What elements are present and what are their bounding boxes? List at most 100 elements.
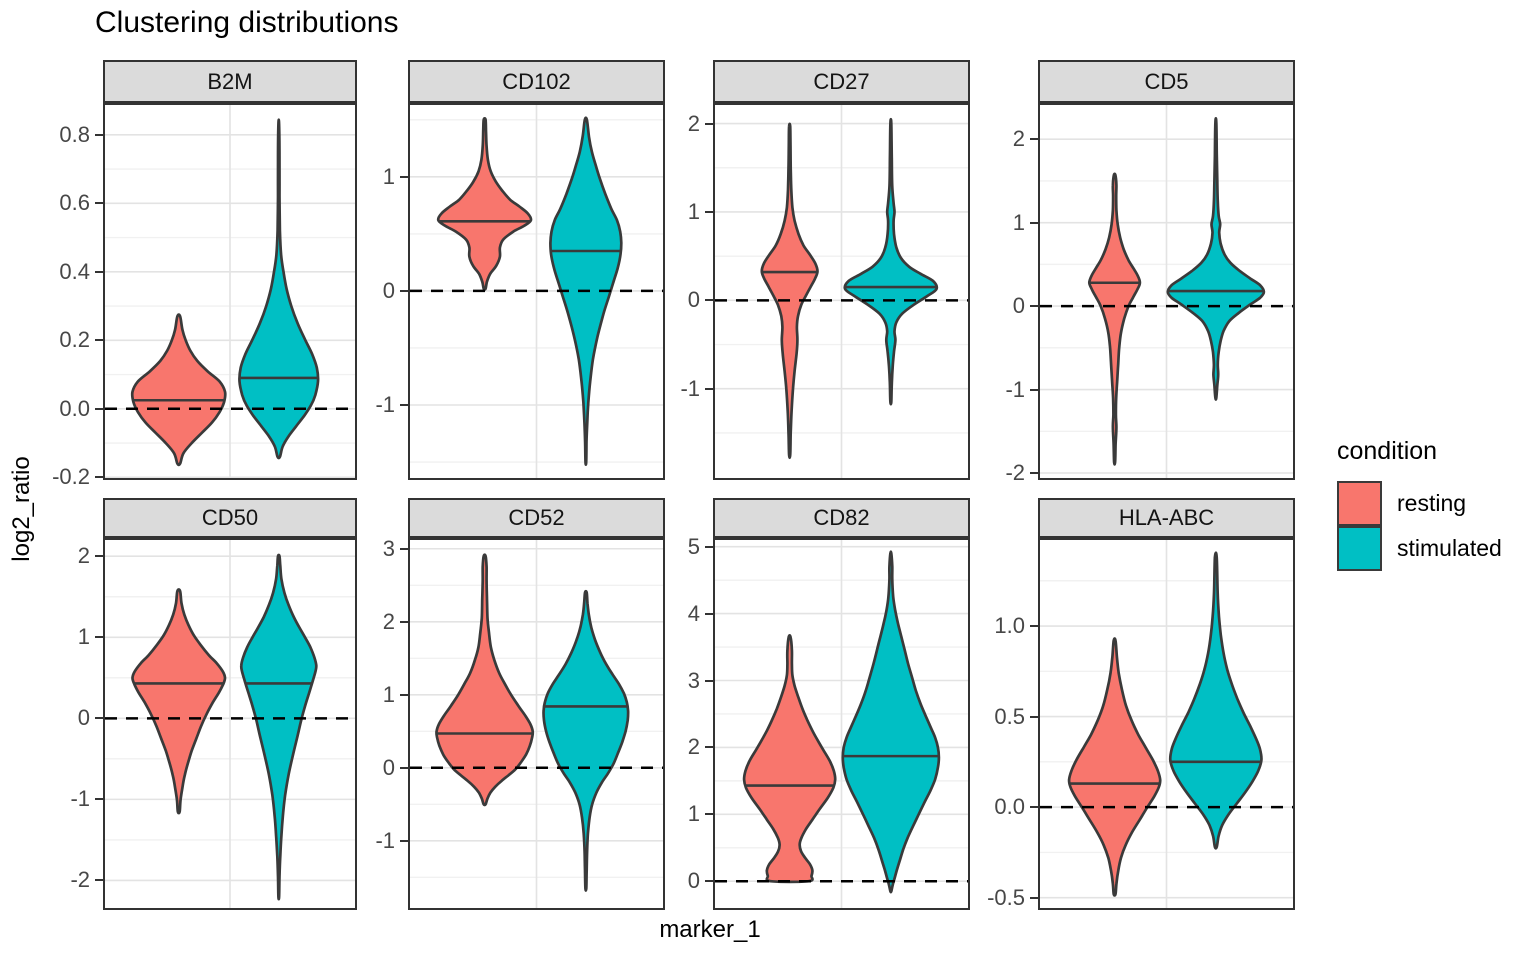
y-tick-mark bbox=[95, 133, 103, 136]
y-tick-mark bbox=[705, 122, 713, 125]
facet-plot bbox=[715, 540, 968, 908]
y-tick-label: 0 bbox=[687, 868, 700, 894]
y-tick-label: -2 bbox=[70, 867, 90, 893]
y-tick-label: 2 bbox=[687, 734, 700, 760]
y-tick-label: 4 bbox=[687, 600, 700, 626]
y-tick-label: 1 bbox=[382, 163, 395, 189]
violin-resting bbox=[130, 313, 227, 467]
y-tick-mark bbox=[1030, 806, 1038, 809]
y-tick-label: 0.4 bbox=[59, 258, 90, 284]
legend-key-stimulated bbox=[1337, 526, 1382, 571]
y-tick-mark bbox=[400, 403, 408, 406]
violin-resting bbox=[760, 122, 819, 460]
y-tick-mark bbox=[705, 545, 713, 548]
y-tick-label: 1 bbox=[687, 801, 700, 827]
y-tick-label: 0.6 bbox=[59, 190, 90, 216]
y-tick-label: 3 bbox=[382, 535, 395, 561]
violin-resting bbox=[131, 588, 227, 815]
y-tick-mark bbox=[1030, 896, 1038, 899]
y-tick-mark bbox=[95, 202, 103, 205]
y-tick-mark bbox=[400, 766, 408, 769]
violin-stimulated bbox=[238, 118, 320, 460]
y-tick-mark bbox=[705, 387, 713, 390]
y-tick-mark bbox=[705, 746, 713, 749]
y-tick-label: 3 bbox=[687, 667, 700, 693]
y-tick-mark bbox=[95, 476, 103, 479]
y-tick-label: -1 bbox=[70, 786, 90, 812]
violin-resting bbox=[1067, 637, 1162, 897]
facet-panel bbox=[103, 103, 357, 480]
legend-title: condition bbox=[1337, 437, 1438, 465]
y-tick-mark bbox=[705, 210, 713, 213]
y-tick-label: 0 bbox=[687, 287, 700, 313]
y-tick-label: -1 bbox=[680, 375, 700, 401]
facet-strip: CD102 bbox=[408, 60, 665, 103]
y-tick-mark bbox=[400, 839, 408, 842]
facet-plot bbox=[1040, 105, 1293, 478]
y-tick-mark bbox=[400, 289, 408, 292]
y-tick-mark bbox=[1030, 715, 1038, 718]
legend-items: resting stimulated bbox=[1337, 481, 1502, 571]
y-tick-mark bbox=[95, 407, 103, 410]
y-tick-label: 0.0 bbox=[994, 794, 1025, 820]
facet-strip: CD50 bbox=[103, 498, 357, 538]
legend-item-resting: resting bbox=[1337, 481, 1502, 526]
y-tick-mark bbox=[705, 299, 713, 302]
violin-resting bbox=[1087, 172, 1142, 466]
y-tick-mark bbox=[95, 798, 103, 801]
facet-strip: CD82 bbox=[713, 498, 970, 538]
y-tick-mark bbox=[400, 175, 408, 178]
violin-stimulated bbox=[1168, 551, 1263, 850]
y-tick-label: 2 bbox=[687, 110, 700, 136]
y-tick-mark bbox=[705, 612, 713, 615]
y-tick-mark bbox=[400, 547, 408, 550]
y-tick-mark bbox=[705, 679, 713, 682]
y-tick-label: -0.5 bbox=[987, 884, 1025, 910]
y-tick-label: 1.0 bbox=[994, 613, 1025, 639]
legend-label: stimulated bbox=[1397, 535, 1502, 561]
y-axis-label: log2_ratio bbox=[8, 456, 35, 562]
violin-resting bbox=[435, 553, 535, 807]
y-tick-mark bbox=[400, 693, 408, 696]
y-tick-mark bbox=[95, 636, 103, 639]
facet-panel bbox=[103, 538, 357, 910]
y-tick-label: 2 bbox=[1012, 126, 1025, 152]
y-tick-label: 1 bbox=[382, 681, 395, 707]
legend-label: resting bbox=[1397, 490, 1467, 516]
facet-panel bbox=[713, 538, 970, 910]
y-tick-label: 1 bbox=[1012, 209, 1025, 235]
y-tick-label: 5 bbox=[687, 533, 700, 559]
facet-panel bbox=[1038, 103, 1295, 480]
violin-stimulated bbox=[841, 550, 941, 894]
y-tick-label: -2 bbox=[1005, 459, 1025, 485]
y-tick-label: 0.0 bbox=[59, 395, 90, 421]
legend-item-stimulated: stimulated bbox=[1337, 526, 1502, 571]
facet-strip: CD5 bbox=[1038, 60, 1295, 103]
y-tick-label: 0.5 bbox=[994, 703, 1025, 729]
y-tick-label: 2 bbox=[382, 608, 395, 634]
facet-strip: CD52 bbox=[408, 498, 665, 538]
facet-panel bbox=[408, 103, 665, 480]
facet-plot bbox=[105, 105, 355, 478]
page-title: Clustering distributions bbox=[95, 6, 399, 39]
y-tick-mark bbox=[95, 270, 103, 273]
facet-strip: CD27 bbox=[713, 60, 970, 103]
facet-plot bbox=[105, 540, 355, 908]
facet-plot bbox=[715, 105, 968, 478]
facet-strip: HLA-ABC bbox=[1038, 498, 1295, 538]
y-tick-label: -1 bbox=[1005, 376, 1025, 402]
y-tick-mark bbox=[1030, 221, 1038, 224]
y-tick-mark bbox=[95, 555, 103, 558]
y-tick-mark bbox=[1030, 471, 1038, 474]
facet-plot bbox=[410, 105, 663, 478]
facet-panel bbox=[713, 103, 970, 480]
legend-key-resting bbox=[1337, 481, 1382, 526]
y-tick-mark bbox=[1030, 388, 1038, 391]
violin-resting bbox=[436, 117, 533, 291]
facet-plot bbox=[1040, 540, 1293, 908]
violin-stimulated bbox=[542, 589, 630, 892]
x-axis-label: marker_1 bbox=[659, 916, 761, 943]
y-tick-label: 2 bbox=[77, 543, 90, 569]
y-tick-label: 0 bbox=[382, 277, 395, 303]
